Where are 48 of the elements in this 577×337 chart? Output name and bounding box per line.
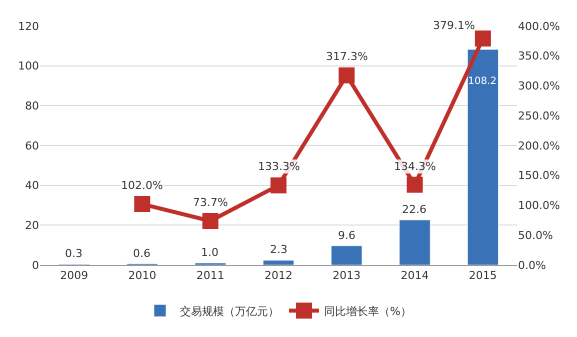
x-tick-label: 2012 — [264, 269, 292, 282]
y-tick-label: 60 — [25, 139, 39, 152]
x-tick-label: 2014 — [400, 269, 429, 282]
x-tick-label: 2011 — [196, 269, 224, 282]
data-label: 2.3 — [270, 243, 288, 256]
data-label: 22.6 — [402, 203, 426, 216]
y-tick-label: 0 — [32, 258, 39, 272]
bar — [399, 220, 430, 265]
y-tick-label: 120 — [18, 20, 39, 33]
y2-tick-label: 200.0% — [518, 139, 560, 152]
point — [474, 30, 491, 46]
data-label: 0.3 — [65, 247, 82, 260]
y2-tick-label: 50.0% — [518, 228, 553, 242]
point — [338, 67, 355, 84]
data-label: 133.3% — [258, 160, 300, 173]
y2-tick-label: 350.0% — [518, 50, 560, 63]
point — [134, 196, 150, 212]
y2-tick-label: 100.0% — [518, 199, 560, 212]
data-label: 0.6 — [133, 247, 150, 260]
bar — [262, 260, 294, 265]
legend-label: 交易规模（万亿元） — [180, 304, 279, 318]
x-tick-label: 2015 — [468, 269, 497, 282]
y-tick-label: 20 — [25, 219, 39, 232]
data-label: 102.0% — [121, 179, 163, 192]
point — [202, 212, 218, 229]
data-label: 317.3% — [326, 50, 368, 63]
x-tick-label: 2009 — [60, 269, 88, 282]
bar — [467, 49, 499, 265]
point — [270, 177, 286, 194]
y2-tick-label: 250.0% — [518, 109, 560, 122]
y2-tick-label: 150.0% — [518, 169, 560, 182]
bar — [331, 246, 362, 265]
x-tick-label: 2013 — [332, 269, 361, 282]
data-label: 108.2 — [468, 76, 497, 87]
data-label: 9.6 — [338, 229, 356, 242]
x-tick-label: 2010 — [128, 269, 156, 282]
y2-tick-label: 300.0% — [518, 80, 560, 93]
point — [406, 176, 423, 193]
legend-label: 同比增长率（%） — [324, 304, 412, 318]
data-label: 73.7% — [193, 196, 228, 209]
y-tick-label: 40 — [25, 179, 39, 192]
y-tick-label: 80 — [25, 100, 39, 113]
data-label: 134.3% — [394, 160, 436, 173]
y2-tick-label: 0.0% — [518, 258, 546, 272]
data-label: 1.0 — [201, 246, 218, 259]
y-tick-label: 100 — [18, 60, 39, 73]
y2-tick-label: 400.0% — [518, 20, 560, 33]
data-label: 379.1% — [433, 19, 475, 32]
